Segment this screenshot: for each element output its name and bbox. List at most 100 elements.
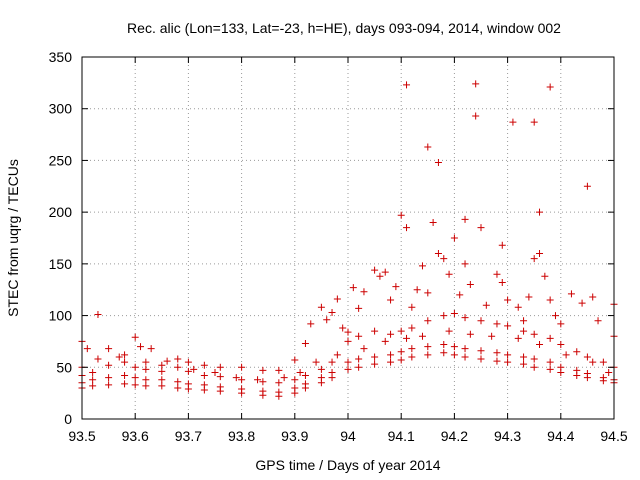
- data-point: [259, 378, 267, 386]
- data-point: [546, 296, 554, 304]
- data-point: [413, 286, 421, 294]
- data-point: [397, 348, 405, 356]
- data-point: [445, 327, 453, 335]
- data-point: [418, 332, 426, 340]
- data-point: [605, 368, 613, 376]
- data-point: [551, 312, 559, 320]
- data-point: [307, 320, 315, 328]
- data-point: [158, 361, 166, 369]
- data-point: [536, 250, 544, 258]
- data-point: [301, 384, 309, 392]
- data-point: [83, 345, 91, 353]
- data-point: [546, 358, 554, 366]
- data-point: [105, 381, 113, 389]
- data-point: [403, 81, 411, 89]
- data-point: [583, 182, 591, 190]
- data-point: [573, 372, 581, 380]
- data-point: [440, 312, 448, 320]
- data-point: [530, 255, 538, 263]
- data-point: [477, 317, 485, 325]
- data-point: [232, 374, 240, 382]
- data-point: [291, 376, 299, 384]
- data-point: [594, 317, 602, 325]
- data-point: [434, 250, 442, 258]
- data-point: [174, 384, 182, 392]
- data-point: [472, 80, 480, 88]
- data-point: [514, 303, 522, 311]
- data-point: [456, 291, 464, 299]
- data-point: [440, 349, 448, 357]
- data-point: [105, 361, 113, 369]
- data-point: [360, 288, 368, 296]
- data-point: [589, 358, 597, 366]
- data-point: [504, 296, 512, 304]
- x-tick-label: 94.4: [547, 428, 574, 444]
- data-point: [89, 376, 97, 384]
- data-point: [333, 295, 341, 303]
- data-point: [509, 118, 517, 126]
- data-point: [190, 365, 198, 373]
- x-tick-label: 93.8: [228, 428, 255, 444]
- data-point: [280, 374, 288, 382]
- data-point: [520, 353, 528, 361]
- data-point: [493, 357, 501, 365]
- data-point: [211, 368, 219, 376]
- data-point: [424, 289, 432, 297]
- data-point: [477, 347, 485, 355]
- x-tick-label: 93.6: [122, 428, 149, 444]
- data-point: [158, 376, 166, 384]
- data-point: [424, 343, 432, 351]
- data-point: [504, 351, 512, 359]
- x-tick-label: 94.2: [441, 428, 468, 444]
- data-point: [216, 387, 224, 395]
- data-point: [387, 330, 395, 338]
- data-point: [450, 310, 458, 318]
- data-point: [504, 358, 512, 366]
- data-point: [397, 356, 405, 364]
- data-point: [131, 333, 139, 341]
- data-point: [440, 341, 448, 349]
- data-point: [557, 368, 565, 376]
- x-axis-label: GPS time / Days of year 2014: [255, 457, 440, 473]
- data-point: [530, 330, 538, 338]
- data-point: [418, 262, 426, 270]
- data-point: [371, 327, 379, 335]
- data-point: [121, 380, 129, 388]
- data-point: [567, 290, 575, 298]
- data-point: [424, 351, 432, 359]
- data-point: [339, 324, 347, 332]
- data-point: [333, 351, 341, 359]
- data-point: [94, 311, 102, 319]
- data-point: [344, 358, 352, 366]
- data-point: [525, 293, 533, 301]
- data-point: [546, 365, 554, 373]
- data-point: [328, 308, 336, 316]
- data-point: [312, 358, 320, 366]
- data-point: [450, 351, 458, 359]
- data-point: [360, 345, 368, 353]
- data-point: [387, 358, 395, 366]
- data-point: [408, 345, 416, 353]
- axis-ticks: 93.5 93.6 93.7 93.8 93.9 94 94.1 94.2 94.3 94.4 94…: [49, 49, 628, 444]
- data-point: [355, 363, 363, 371]
- data-point: [599, 358, 607, 366]
- x-tick-label: 94.1: [388, 428, 415, 444]
- data-point: [530, 118, 538, 126]
- data-point: [200, 386, 208, 394]
- data-point: [408, 353, 416, 361]
- data-point: [583, 374, 591, 382]
- data-point: [131, 381, 139, 389]
- data-point: [514, 334, 522, 342]
- x-tick-label: 94.3: [494, 428, 521, 444]
- data-point: [387, 296, 395, 304]
- y-tick-label: 300: [49, 101, 73, 117]
- data-point: [275, 379, 283, 387]
- data-point: [317, 379, 325, 387]
- data-point: [184, 385, 192, 393]
- data-point: [493, 270, 501, 278]
- x-tick-label: 94.5: [600, 428, 627, 444]
- data-point: [578, 299, 586, 307]
- data-point: [328, 358, 336, 366]
- data-point: [131, 363, 139, 371]
- data-point: [291, 356, 299, 364]
